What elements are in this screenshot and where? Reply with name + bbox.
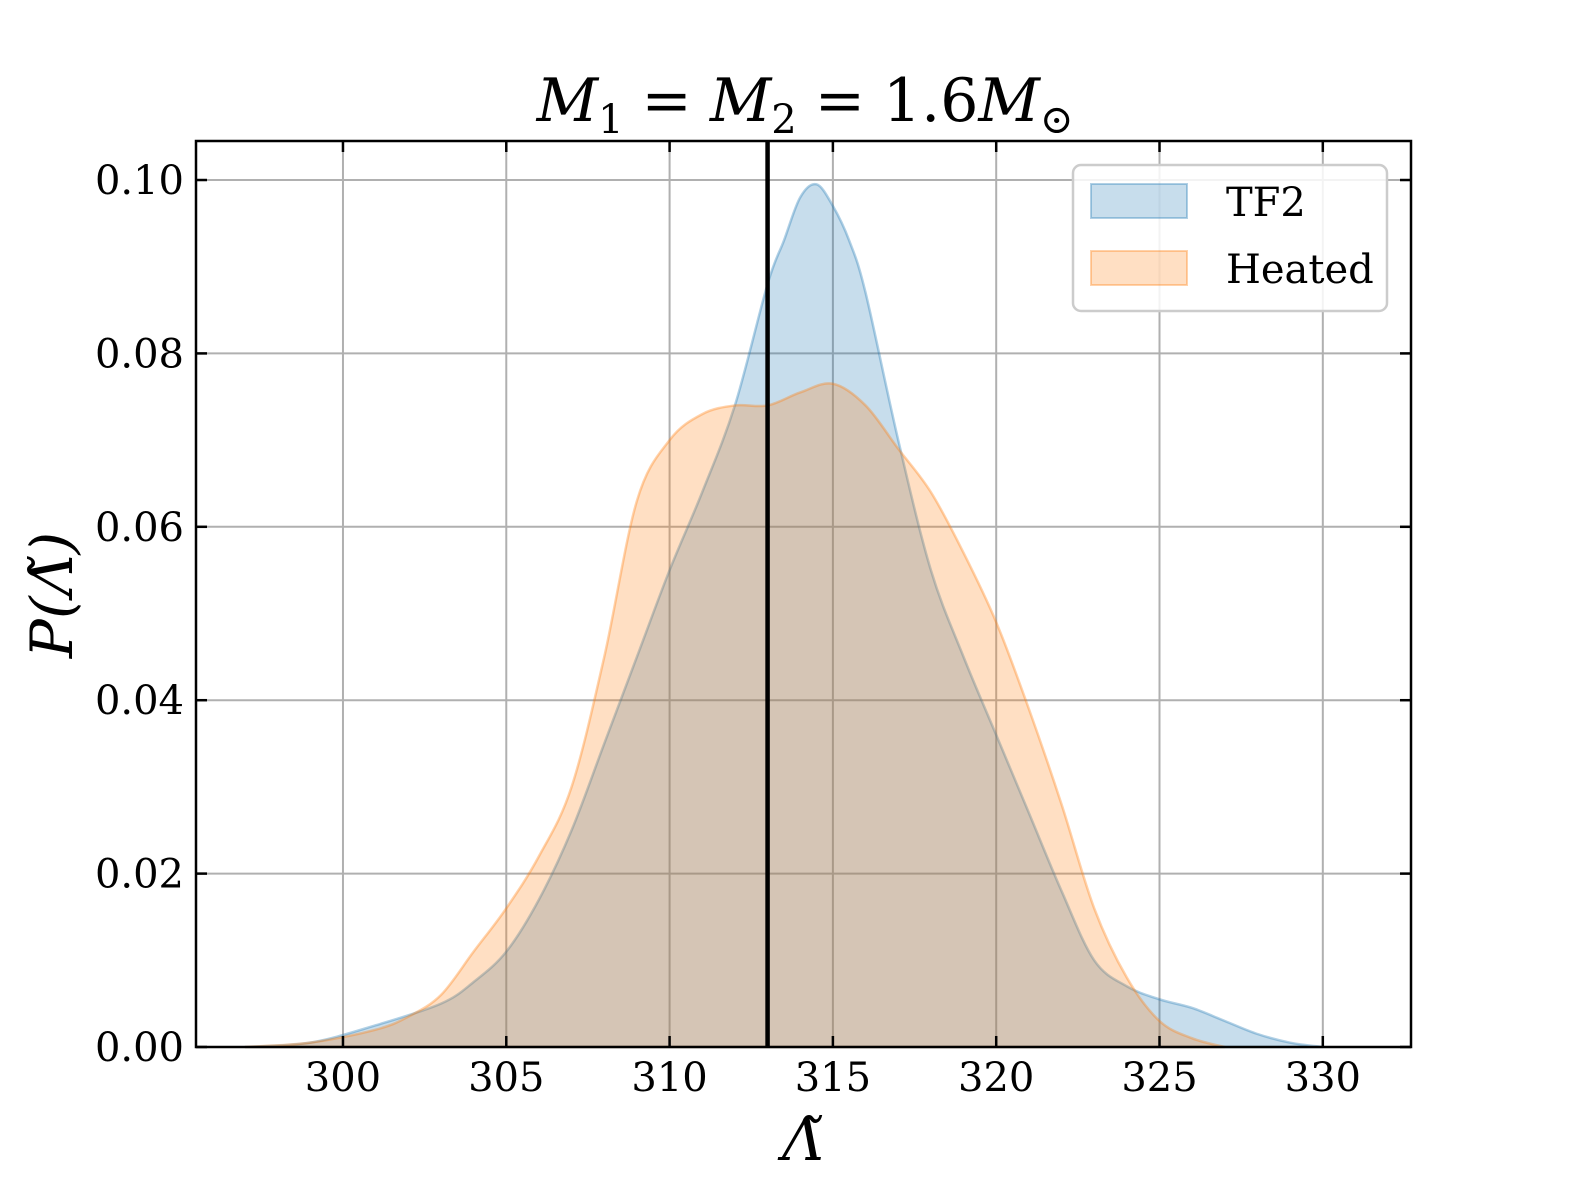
chart-title: M1 = M2 = 1.6M⊙ [536, 66, 1074, 143]
ticks: 300 305 310 315 320 325 330 0.00 0.02 0.04 0.06 0.0… [95, 141, 1411, 1101]
x-tick-label: 305 [468, 1055, 544, 1101]
x-tick-label: 320 [958, 1055, 1034, 1101]
x-tick-label: 325 [1121, 1055, 1197, 1101]
x-tick-label: 315 [795, 1055, 871, 1101]
title-subscript-2: 2 [771, 97, 796, 143]
x-tick-label: 330 [1285, 1055, 1361, 1101]
title-value: 1.6 [883, 66, 978, 136]
y-tick-label: 0.02 [95, 852, 184, 898]
x-tick-label: 310 [631, 1055, 707, 1101]
legend-label-tf2: TF2 [1226, 180, 1306, 226]
y-tick-label: 0.10 [95, 158, 184, 204]
title-equals-2: = [815, 66, 865, 136]
plot-frame [194, 139, 1413, 1049]
title-subscript-1: 1 [598, 97, 623, 143]
legend-label-heated: Heated [1226, 247, 1374, 293]
y-axis-label: P(Λ̃) [18, 532, 86, 659]
legend-frame [1071, 163, 1389, 313]
y-tick-label: 0.08 [95, 331, 184, 377]
title-equals-1: = [642, 66, 692, 136]
legend: TF2 Heated [1071, 163, 1389, 313]
legend-swatch-heated [1090, 250, 1188, 286]
y-tick-label: 0.00 [95, 1025, 184, 1071]
x-axis-label: Λ̃ [777, 1106, 824, 1174]
legend-swatch-tf2 [1090, 183, 1188, 219]
y-tick-label: 0.06 [95, 505, 184, 551]
y-tick-label: 0.04 [95, 678, 184, 724]
area-tf2 [244, 182, 1323, 1049]
title-unit-subscript: ⊙ [1040, 97, 1074, 143]
x-tick-label: 300 [305, 1055, 381, 1101]
